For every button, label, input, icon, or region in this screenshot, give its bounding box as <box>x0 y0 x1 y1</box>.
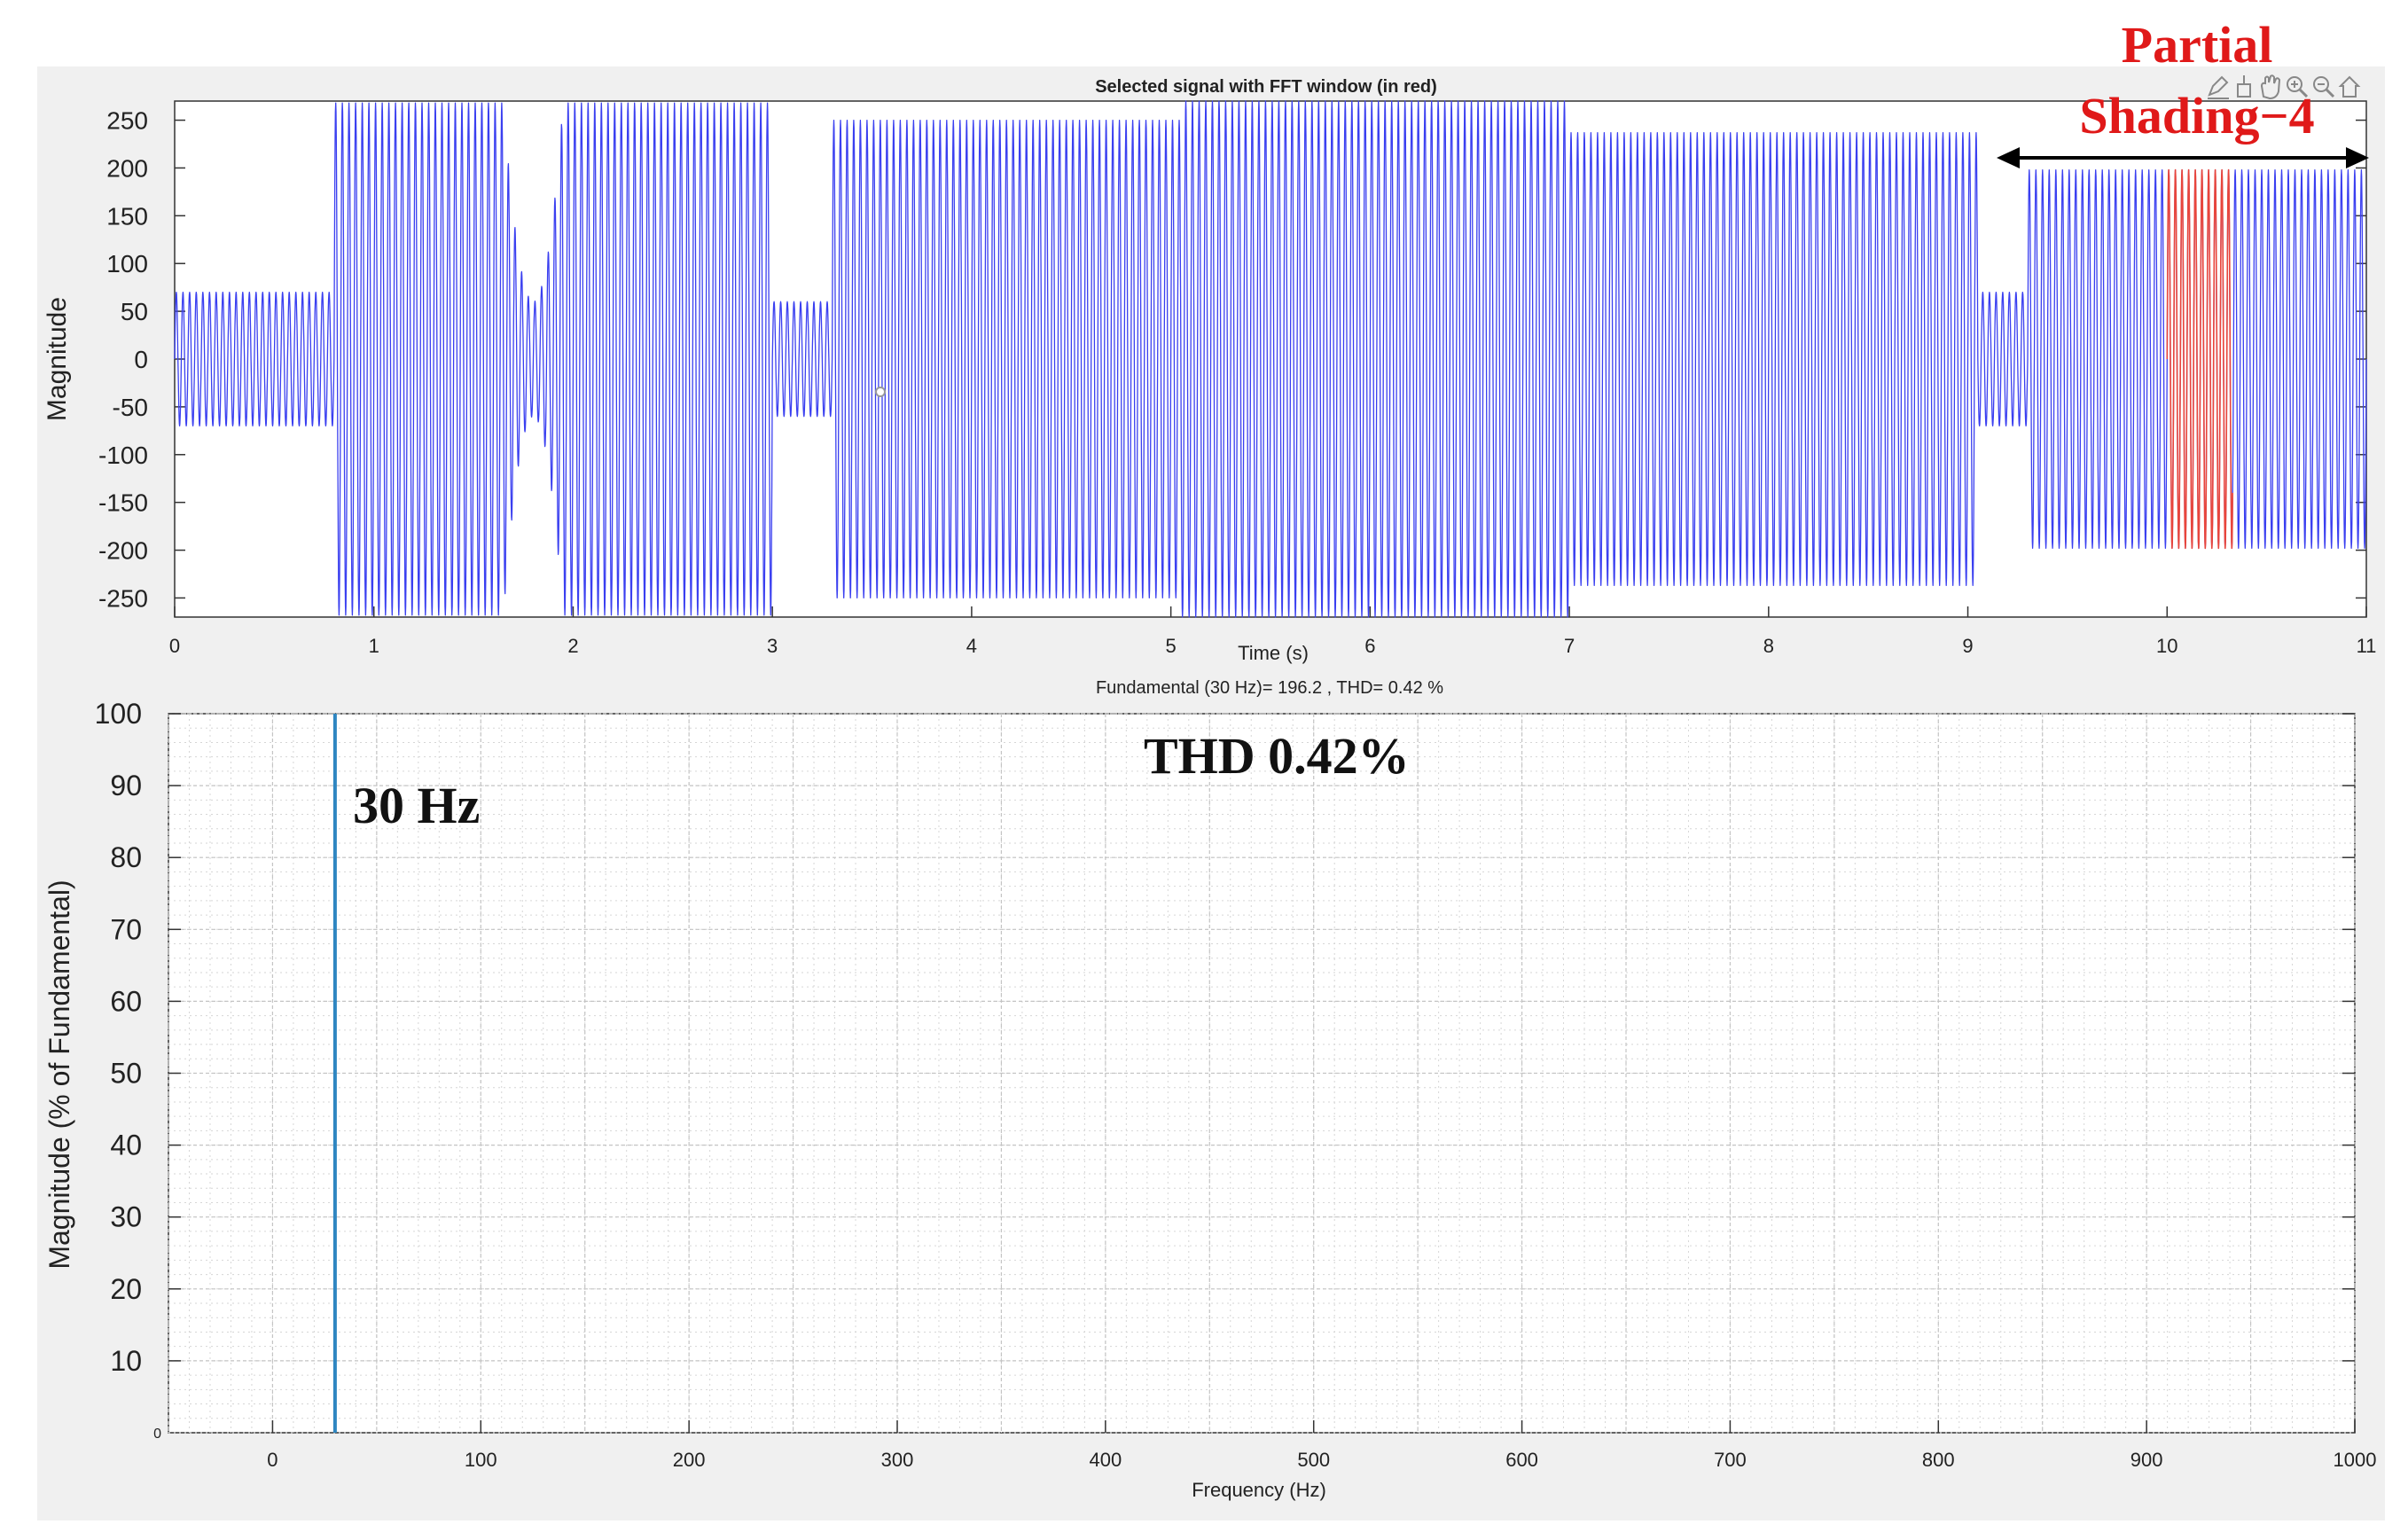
spectrum-x-axis: 0 100 200 300 400 500 600 700 800 900 1000 <box>267 1420 2376 1471</box>
spectrum-ytick-label: 60 <box>110 985 142 1017</box>
spectrum-plot: Fundamental (30 Hz)= 196.2 , THD= 0.42 %… <box>43 678 2376 1501</box>
spectrum-ytick-zero-label: 0 <box>153 1427 161 1442</box>
signal-xtick-label: 8 <box>1763 635 1774 657</box>
data-cursor-icon[interactable] <box>2237 75 2251 98</box>
spectrum-ytick-label: 80 <box>110 841 142 873</box>
signal-xtick-label: 1 <box>369 635 379 657</box>
signal-segment <box>1230 100 1570 618</box>
plot-toolbar <box>2208 74 2361 100</box>
signal-xtick-label: 7 <box>1564 635 1575 657</box>
signal-xtick-label: 4 <box>966 635 977 657</box>
spectrum-ylabel: Magnitude (% of Fundamental) <box>43 879 75 1269</box>
signal-x-axis: 0 1 2 3 4 5 6 7 8 9 10 11 <box>169 606 2377 657</box>
spectrum-ytick-label: 50 <box>110 1058 142 1090</box>
signal-ytick-label: 250 <box>106 107 148 135</box>
spectrum-xtick-label: 300 <box>881 1449 914 1471</box>
fft-window-segment <box>2166 168 2233 550</box>
signal-segment <box>771 301 833 418</box>
fundamental-annotation: 30 Hz <box>353 777 480 834</box>
signal-segment <box>174 291 335 427</box>
spectrum-xtick-label: 600 <box>1505 1449 1538 1471</box>
spectrum-xtick-label: 200 <box>673 1449 706 1471</box>
spectrum-xtick-label: 1000 <box>2334 1449 2377 1471</box>
spectrum-y-axis: 10 20 30 40 50 60 70 80 90 100 0 <box>95 698 2355 1442</box>
spectrum-xlabel: Frequency (Hz) <box>1192 1479 1326 1501</box>
spectrum-ytick-label: 40 <box>110 1130 142 1161</box>
signal-segment <box>1568 131 1979 587</box>
signal-plot: Selected signal with FFT window (in red)… <box>43 77 2376 664</box>
signal-segment <box>562 102 773 616</box>
partial-shading-arrow-right-head <box>2346 147 2369 168</box>
partial-shading-label-line2: Shading−4 <box>2079 87 2314 145</box>
signal-xtick-label: 11 <box>2357 635 2377 657</box>
partial-shading-arrow-left-head <box>1997 147 2020 168</box>
spectrum-ytick-label: 30 <box>110 1201 142 1233</box>
partial-shading-annotation: Partial Shading−4 <box>1997 16 2369 168</box>
home-icon[interactable] <box>2338 75 2361 98</box>
spectrum-xtick-label: 800 <box>1922 1449 1955 1471</box>
signal-ylabel: Magnitude <box>43 297 72 421</box>
signal-ytick-label: 0 <box>134 346 148 373</box>
signal-ytick-label: 50 <box>121 298 148 325</box>
signal-plot-title: Selected signal with FFT window (in red) <box>1095 77 1437 97</box>
spectrum-grid <box>168 713 2356 1434</box>
signal-series <box>174 100 2367 618</box>
spectrum-xtick-label: 900 <box>2130 1449 2163 1471</box>
signal-ytick-label: -100 <box>98 442 148 469</box>
signal-segment <box>831 119 1182 599</box>
spectrum-ytick-label: 100 <box>95 698 142 730</box>
thd-annotation: THD 0.42% <box>1144 727 1410 785</box>
signal-ytick-label: 200 <box>106 154 148 182</box>
signal-xlabel: Time (s) <box>1238 642 1309 664</box>
signal-ytick-label: 150 <box>106 202 148 230</box>
signal-ytick-label: 100 <box>106 250 148 278</box>
spectrum-ytick-label: 90 <box>110 770 142 801</box>
zoom-in-icon[interactable] <box>2287 76 2309 98</box>
spectrum-xtick-label: 400 <box>1089 1449 1122 1471</box>
signal-ytick-label: -200 <box>98 537 148 565</box>
signal-xtick-label: 5 <box>1166 635 1177 657</box>
signal-ytick-label: -150 <box>98 489 148 517</box>
signal-xtick-label: 3 <box>767 635 778 657</box>
zoom-out-icon[interactable] <box>2313 76 2335 98</box>
signal-xtick-label: 9 <box>1962 635 1973 657</box>
spectrum-xtick-label: 500 <box>1297 1449 1330 1471</box>
data-cursor-marker <box>875 387 886 397</box>
edit-icon[interactable] <box>2208 75 2229 99</box>
spectrum-ytick-label: 70 <box>110 913 142 945</box>
signal-segment <box>1977 291 2029 427</box>
signal-segment <box>503 123 564 595</box>
signal-ytick-label: -250 <box>98 584 148 612</box>
spectrum-plot-title: Fundamental (30 Hz)= 196.2 , THD= 0.42 % <box>1096 678 1443 698</box>
pan-hand-icon[interactable] <box>2260 74 2281 100</box>
signal-segment <box>1180 100 1231 618</box>
fft-window-series <box>2166 168 2233 550</box>
signal-xtick-label: 0 <box>169 635 180 657</box>
signal-xtick-label: 10 <box>2156 635 2177 657</box>
partial-shading-label-line1: Partial <box>2122 16 2273 74</box>
signal-xtick-label: 2 <box>567 635 578 657</box>
spectrum-xtick-label: 100 <box>465 1449 497 1471</box>
spectrum-xtick-label: 0 <box>267 1449 278 1471</box>
signal-y-axis: 250 200 150 100 50 0 -50 -100 -150 -200 -250 <box>98 107 2366 612</box>
signal-segment <box>333 102 504 616</box>
signal-ytick-label: -50 <box>113 394 148 421</box>
spectrum-ytick-label: 10 <box>110 1345 142 1377</box>
spectrum-ytick-label: 20 <box>110 1273 142 1305</box>
spectrum-xtick-label: 700 <box>1714 1449 1747 1471</box>
signal-xtick-label: 6 <box>1364 635 1375 657</box>
